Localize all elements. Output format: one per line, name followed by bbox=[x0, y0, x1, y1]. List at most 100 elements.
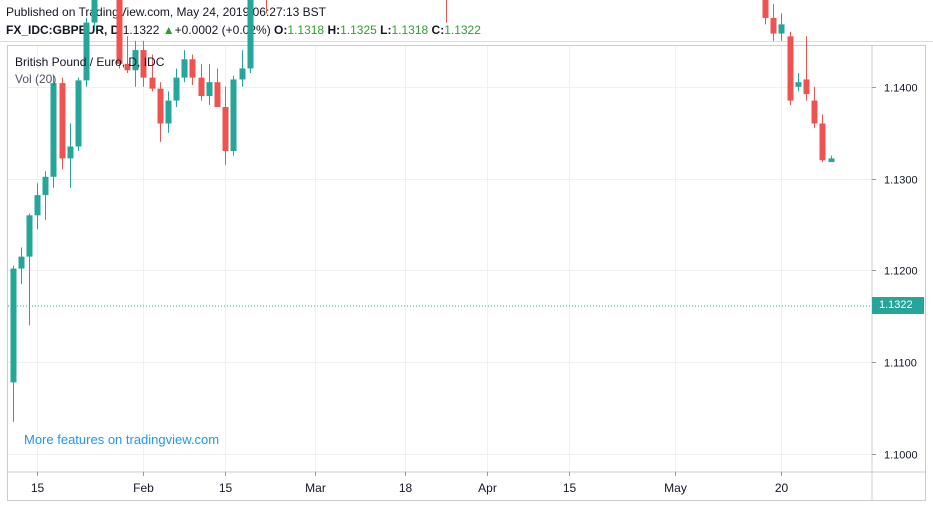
low-label: L: bbox=[380, 23, 392, 37]
time-tick-label: Apr bbox=[478, 481, 497, 495]
open-value: 1.1318 bbox=[287, 23, 325, 37]
price-tick-label: 1.1300 bbox=[884, 175, 918, 187]
time-tick-label: Feb bbox=[133, 481, 154, 495]
candle bbox=[34, 183, 41, 230]
candle-body bbox=[222, 106, 229, 152]
candle-body bbox=[149, 77, 156, 89]
time-tick-label: Mar bbox=[305, 481, 326, 495]
candle bbox=[446, 0, 447, 23]
candle-body bbox=[803, 79, 810, 95]
candle-body bbox=[778, 24, 785, 34]
last-price-tag: 1.1322 bbox=[872, 297, 924, 314]
candle-body bbox=[50, 83, 57, 177]
candle bbox=[10, 265, 17, 422]
time-tick-label: 15 bbox=[31, 481, 45, 495]
candle-body bbox=[59, 83, 66, 159]
candle-body bbox=[42, 176, 49, 196]
candle bbox=[811, 86, 818, 129]
candle-body bbox=[165, 100, 172, 124]
candle bbox=[247, 0, 254, 74]
candle bbox=[239, 50, 246, 87]
candle bbox=[795, 73, 802, 92]
candle bbox=[91, 0, 98, 30]
low-value: 1.1318 bbox=[391, 23, 429, 37]
time-tick-label: 18 bbox=[399, 481, 413, 495]
candle-body bbox=[181, 59, 188, 78]
candle bbox=[787, 31, 794, 106]
candle-body bbox=[124, 63, 131, 71]
open-label: O: bbox=[274, 23, 288, 37]
price-tick-label: 1.1200 bbox=[884, 266, 918, 278]
candle-body bbox=[173, 77, 180, 101]
close-value: 1.1322 bbox=[444, 23, 481, 37]
time-tick-label: May bbox=[664, 481, 687, 495]
candle bbox=[803, 36, 810, 101]
candles-group bbox=[10, 0, 835, 422]
candle-body bbox=[18, 256, 25, 269]
high-label: H: bbox=[327, 23, 341, 37]
candle bbox=[116, 0, 123, 69]
candle bbox=[222, 86, 229, 165]
symbol-name: FX_IDC:GBPEUR, D bbox=[6, 23, 120, 37]
candle bbox=[230, 75, 237, 156]
price-tick-label: 1.1000 bbox=[884, 450, 918, 462]
candle bbox=[26, 213, 33, 326]
candle-body bbox=[10, 268, 17, 383]
chart-grid bbox=[8, 46, 872, 472]
candle-body bbox=[247, 0, 254, 69]
symbol-quote-line: FX_IDC:GBPEUR, D 1.1322 ▲+0.0002 (+0.02%… bbox=[6, 23, 481, 37]
candle-body bbox=[230, 79, 237, 152]
candle bbox=[132, 40, 139, 87]
candle-body bbox=[198, 77, 205, 96]
candle-body bbox=[67, 146, 74, 159]
time-axis: 15 Feb 15 Mar 18 Apr 15 May 20 bbox=[31, 472, 789, 495]
price-tick-label: 1.1100 bbox=[884, 358, 917, 370]
candle-body bbox=[34, 195, 41, 216]
price-tick-label: 1.1500 bbox=[884, 0, 918, 3]
candle-body bbox=[239, 68, 246, 80]
candle bbox=[67, 123, 74, 188]
candle bbox=[83, 17, 90, 87]
candle-body bbox=[206, 82, 213, 96]
candle-body bbox=[140, 50, 147, 78]
change-value: +0.0002 (+0.02%) bbox=[174, 23, 271, 37]
candle bbox=[42, 171, 49, 220]
candle-body bbox=[214, 82, 221, 107]
more-features-link[interactable]: More features on tradingview.com bbox=[24, 432, 220, 447]
candle-body bbox=[811, 100, 818, 124]
candle-body bbox=[75, 80, 82, 147]
chart-legend-title: British Pound / Euro, D, IDC bbox=[15, 55, 165, 69]
candle-body bbox=[762, 0, 769, 18]
header-divider bbox=[0, 41, 933, 42]
last-price: 1.1322 bbox=[122, 23, 160, 37]
candle-body bbox=[787, 36, 794, 101]
candle bbox=[59, 77, 66, 170]
candle bbox=[266, 0, 267, 14]
time-tick-label: 20 bbox=[775, 481, 789, 495]
candle bbox=[181, 50, 188, 83]
time-tick-label: 15 bbox=[563, 481, 577, 495]
candle bbox=[140, 40, 147, 87]
candle-body bbox=[189, 59, 196, 78]
candle bbox=[157, 82, 164, 142]
close-label: C: bbox=[431, 23, 445, 37]
candle bbox=[18, 247, 25, 285]
candle bbox=[778, 13, 785, 41]
candle-body bbox=[819, 123, 826, 161]
candle bbox=[828, 155, 835, 163]
high-value: 1.1325 bbox=[340, 23, 377, 37]
candle bbox=[50, 75, 57, 188]
candle bbox=[214, 68, 221, 107]
candle bbox=[173, 68, 180, 107]
candle bbox=[189, 54, 196, 85]
candle bbox=[762, 0, 769, 25]
candle bbox=[124, 36, 131, 74]
published-info: Published on TradingView.com, May 24, 20… bbox=[6, 5, 326, 19]
volume-indicator-label[interactable]: Vol (20) bbox=[15, 72, 57, 86]
candle-body bbox=[91, 0, 98, 23]
candle bbox=[149, 54, 156, 92]
candle-body bbox=[132, 50, 139, 71]
change-up-icon: ▲ bbox=[162, 23, 175, 37]
candle-body bbox=[157, 88, 164, 124]
